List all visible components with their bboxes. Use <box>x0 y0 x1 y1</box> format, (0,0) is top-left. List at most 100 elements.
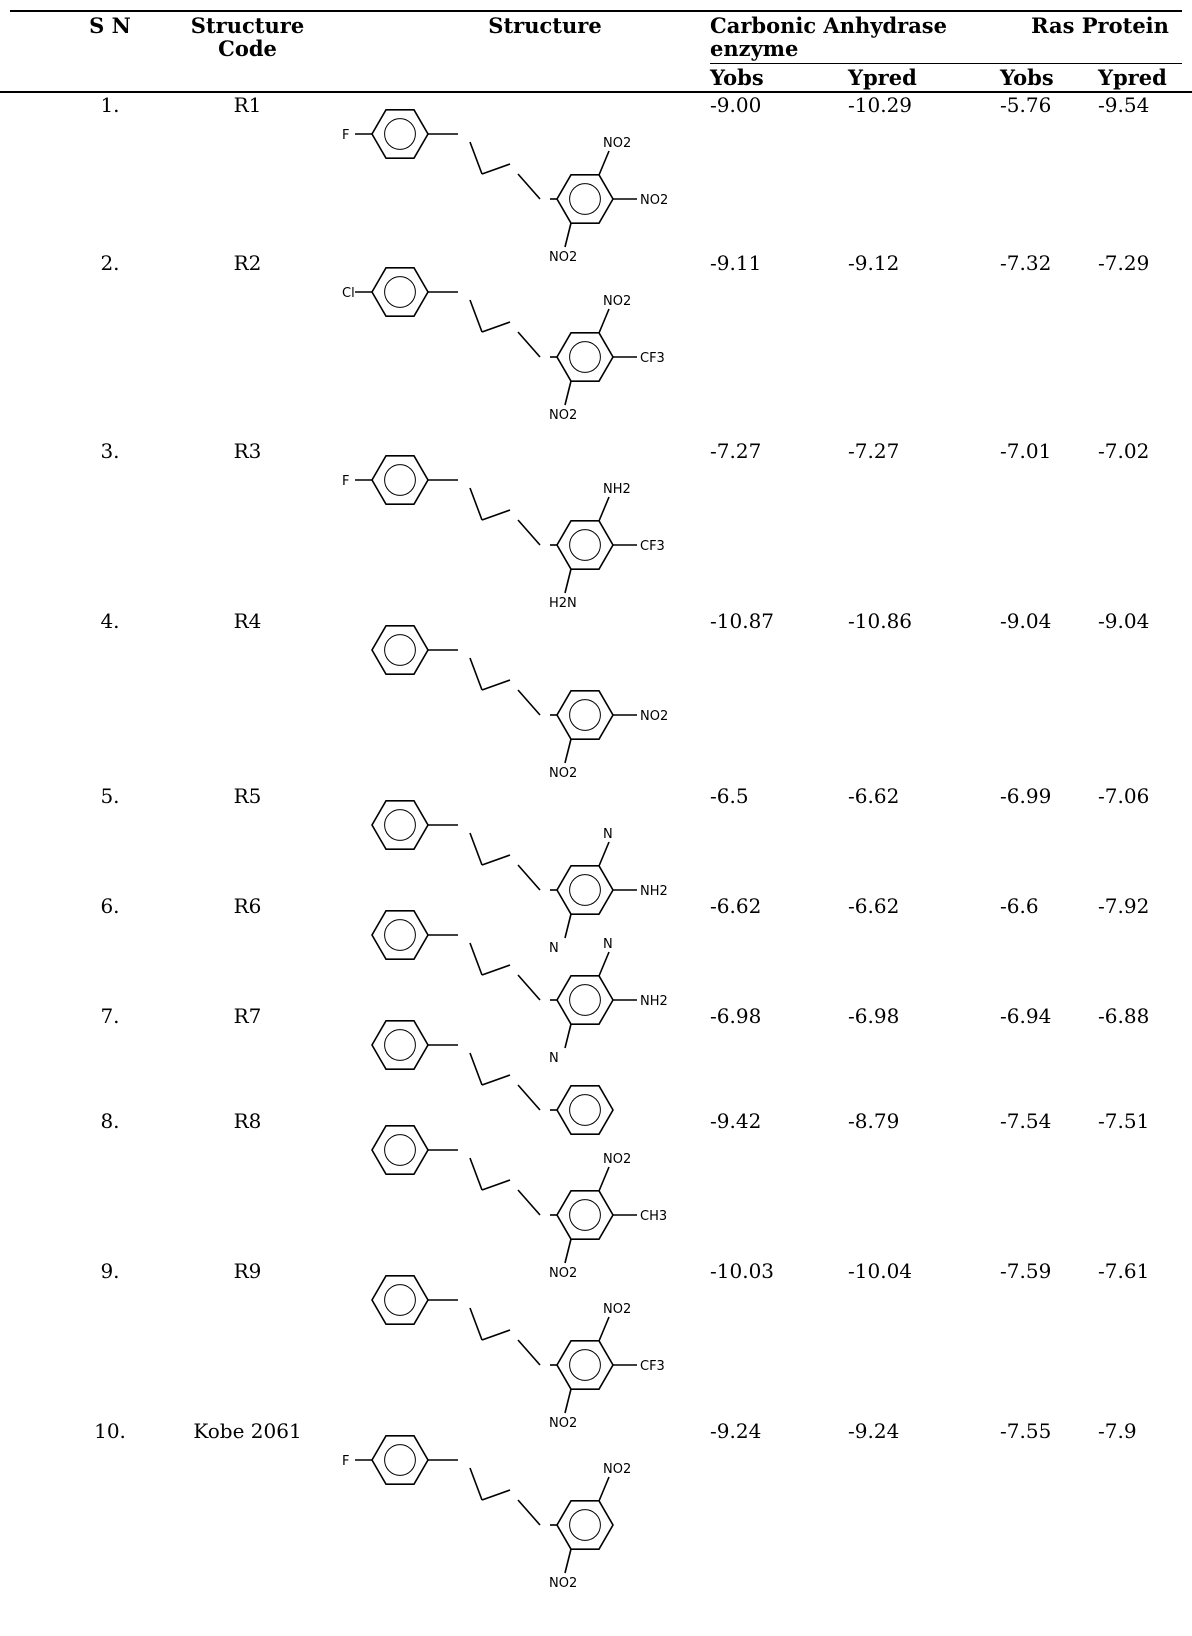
substituent-bottom-label: NO2 <box>549 408 577 423</box>
header-carbonic-anhydrase: Carbonic Anhydrase enzyme <box>710 13 947 61</box>
aryl-ring-right <box>556 1190 614 1240</box>
bond-line <box>517 864 541 891</box>
structure-drawing: N NH2 N <box>330 897 690 1066</box>
row-sn: 1. <box>100 93 120 117</box>
header-sn: S N <box>89 13 131 38</box>
row-structure-code: R3 <box>233 439 262 463</box>
bond-line <box>564 380 572 406</box>
aryl-ring-left-inner <box>384 1444 416 1476</box>
header-ras-protein: Ras Protein <box>1031 13 1169 38</box>
structure-svg: NO2 CH3 NO2 <box>371 1125 667 1281</box>
header-structure-code: Structure Code <box>190 13 305 61</box>
aryl-ring-left <box>371 800 429 851</box>
structure-svg <box>371 1020 614 1135</box>
structure-drawing: F NH2 CF3 H2N <box>330 442 690 611</box>
row-ca-yobs: -6.62 <box>710 894 762 918</box>
header-ras-yobs: Yobs <box>1000 65 1054 90</box>
row-structure-code: R2 <box>233 251 262 275</box>
bond-line <box>564 222 572 248</box>
bond-line <box>517 519 541 546</box>
substituent-bottom-label: N <box>549 1051 559 1066</box>
aryl-ring-right-inner <box>569 1509 601 1541</box>
substituent-right-label: NO2 <box>640 193 668 208</box>
bond-line <box>564 1023 572 1049</box>
substituent-bottom-label: NO2 <box>549 1416 577 1431</box>
aryl-ring-right-inner <box>569 1199 601 1231</box>
substituent-bottom-label: NO2 <box>549 1266 577 1281</box>
structure-drawing: N NH2 N <box>330 787 690 956</box>
aryl-ring-left <box>371 910 429 961</box>
bond-line <box>598 841 610 867</box>
row-ras-ypred: -7.61 <box>1098 1259 1150 1283</box>
aryl-ring-left <box>371 109 429 160</box>
aryl-ring-left <box>371 455 429 506</box>
substituent-top-label: NO2 <box>603 136 631 151</box>
bond-line <box>598 951 610 977</box>
substituent-bottom-label: NO2 <box>549 250 577 265</box>
substituent-top-label: NO2 <box>603 1152 631 1167</box>
substituent-bottom-label: NO2 <box>549 766 577 781</box>
row-ras-ypred: -7.9 <box>1098 1419 1137 1443</box>
row-ca-ypred: -6.62 <box>848 784 900 808</box>
aryl-ring-right-inner <box>569 341 601 373</box>
bond-line <box>517 974 541 1001</box>
row-ras-ypred: -7.06 <box>1098 784 1150 808</box>
structure-drawing <box>330 1007 690 1135</box>
aryl-ring-right-inner <box>569 874 601 906</box>
bond-line <box>481 163 511 175</box>
row-ras-ypred: -9.54 <box>1098 93 1150 117</box>
bond-line <box>598 1316 610 1342</box>
bond-line <box>564 1388 572 1414</box>
row-ras-yobs: -7.01 <box>1000 439 1052 463</box>
bond-line <box>598 150 610 176</box>
row-ca-ypred: -6.62 <box>848 894 900 918</box>
aryl-ring-left-inner <box>384 1284 416 1316</box>
substituent-right-label: CF3 <box>640 351 665 366</box>
row-ca-ypred: -10.86 <box>848 609 913 633</box>
row-structure-code: R6 <box>233 894 262 918</box>
header-structure: Structure <box>488 13 602 38</box>
row-sn: 7. <box>100 1004 120 1028</box>
structure-svg: N NH2 N <box>371 800 668 956</box>
substituent-left-label: F <box>342 1454 349 1469</box>
row-sn: 4. <box>100 609 120 633</box>
bond-line <box>469 141 483 175</box>
row-ca-yobs: -6.5 <box>710 784 749 808</box>
aryl-ring-right-inner <box>569 1094 601 1126</box>
bond-line <box>517 1339 541 1366</box>
substituent-right-label: CF3 <box>640 539 665 554</box>
row-structure-code: R4 <box>233 609 262 633</box>
bond-line <box>469 1307 483 1341</box>
bond-line <box>517 331 541 358</box>
row-ca-ypred: -8.79 <box>848 1109 900 1133</box>
bond-line <box>598 1476 610 1502</box>
row-ras-yobs: -6.94 <box>1000 1004 1052 1028</box>
row-ras-yobs: -6.99 <box>1000 784 1052 808</box>
bond-line <box>469 942 483 976</box>
aryl-ring-right <box>556 1340 614 1390</box>
header-ca-yobs: Yobs <box>710 65 764 90</box>
row-sn: 6. <box>100 894 120 918</box>
aryl-ring-right-inner <box>569 984 601 1016</box>
row-ras-yobs: -7.59 <box>1000 1259 1052 1283</box>
aryl-ring-left <box>371 625 429 676</box>
row-ca-yobs: -10.03 <box>710 1259 775 1283</box>
bond-line <box>481 854 511 866</box>
row-ca-ypred: -9.24 <box>848 1419 900 1443</box>
row-sn: 9. <box>100 1259 120 1283</box>
bond-line <box>564 913 572 939</box>
structure-drawing: F NO2 NO2 <box>330 1422 690 1636</box>
substituent-right-label: NO2 <box>640 709 668 724</box>
bond-line <box>564 568 572 594</box>
row-ca-ypred: -10.29 <box>848 93 913 117</box>
row-sn: 3. <box>100 439 120 463</box>
header-bottom-rule <box>0 91 1192 93</box>
bond-line <box>564 1238 572 1264</box>
structure-drawing: NO2 NO2 <box>330 612 690 781</box>
aryl-ring-left-inner <box>384 276 416 308</box>
row-ras-yobs: -5.76 <box>1000 93 1052 117</box>
bond-line <box>469 1467 483 1501</box>
aryl-ring-right-inner <box>569 529 601 561</box>
aryl-ring-right-inner <box>569 1349 601 1381</box>
